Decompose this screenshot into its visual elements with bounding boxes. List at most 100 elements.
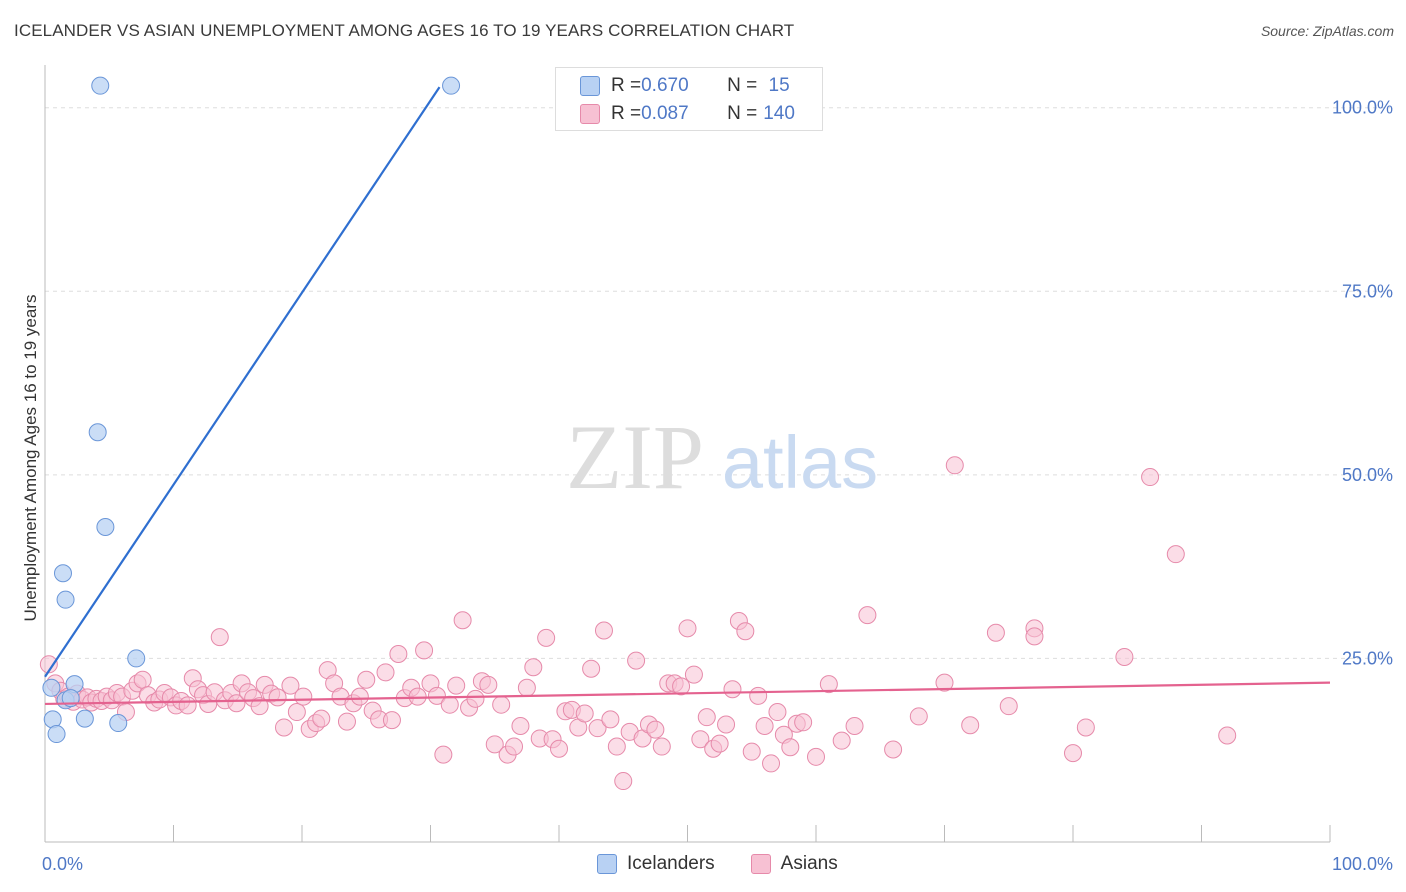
asian-point — [485, 735, 504, 754]
legend-item-icelanders[interactable]: Icelanders — [597, 853, 715, 875]
axes — [44, 65, 1331, 843]
asian-point — [710, 734, 729, 753]
asian-point — [1025, 627, 1044, 646]
asian-point — [178, 696, 197, 715]
asian-point — [517, 678, 536, 697]
legend-row-asians: R = 0.087 N = 140 — [580, 101, 795, 127]
asian-point — [607, 737, 626, 756]
icelander-point — [61, 689, 80, 708]
asian-point — [819, 675, 838, 694]
watermark-zip: ZIP — [566, 406, 704, 508]
asian-point — [723, 680, 742, 699]
asian-point — [227, 694, 246, 713]
asian-point — [999, 697, 1018, 716]
y-tick-label: 25.0% — [1342, 648, 1393, 668]
asian-point — [434, 745, 453, 764]
icelander-point — [47, 725, 66, 744]
asian-point — [511, 716, 530, 735]
asian-point — [1141, 468, 1160, 487]
r-label: R = — [611, 103, 642, 124]
chart-title: ICELANDER VS ASIAN UNEMPLOYMENT AMONG AG… — [14, 21, 795, 40]
asian-point — [582, 659, 601, 678]
asian-point — [492, 695, 511, 714]
asian-point — [1115, 647, 1134, 666]
asian-point — [884, 740, 903, 759]
asian-point — [440, 695, 459, 714]
asians-series — [39, 456, 1237, 791]
n-value: 15 — [763, 75, 790, 96]
asian-point — [337, 712, 356, 731]
asian-point — [250, 697, 269, 716]
asian-point — [768, 703, 787, 722]
y-axis-label: Unemployment Among Ages 16 to 19 years — [21, 295, 40, 622]
asian-point — [550, 739, 568, 758]
asian-point — [588, 719, 607, 738]
asian-point — [755, 716, 774, 735]
asian-point — [466, 689, 485, 708]
icelander-point — [91, 76, 110, 95]
asian-point — [357, 670, 376, 689]
asian-point — [742, 742, 761, 761]
legend-item-asians[interactable]: Asians — [750, 853, 838, 875]
asian-point — [350, 687, 369, 706]
asian-point — [794, 713, 813, 732]
y-tick-label: 100.0% — [1332, 98, 1393, 118]
asian-point — [749, 686, 768, 705]
asian-point — [505, 737, 524, 756]
asian-point — [275, 718, 294, 737]
asian-point — [294, 687, 313, 706]
asian-point — [1218, 726, 1237, 745]
icelander-point — [56, 590, 75, 609]
watermark-atlas: atlas — [722, 421, 878, 504]
asian-point — [614, 772, 633, 791]
asian-point — [961, 716, 980, 735]
asian-point — [312, 709, 331, 728]
asian-point — [678, 619, 697, 638]
y-tick-label: 75.0% — [1342, 281, 1393, 301]
icelanders-series — [42, 76, 461, 744]
series-legend: Icelanders Asians — [597, 852, 874, 876]
asian-point — [652, 737, 671, 756]
asian-point — [736, 622, 755, 641]
asians-legend-label: Asians — [780, 853, 838, 874]
asians-legend-swatch — [750, 854, 771, 874]
icelanders-legend-label: Icelanders — [627, 853, 715, 874]
stats-legend: R = 0.670 N = 15 R = 0.087 N = 140 — [555, 67, 823, 131]
asians-swatch — [580, 104, 600, 124]
asian-point — [415, 641, 434, 660]
asian-point — [537, 628, 556, 647]
asian-point — [697, 708, 716, 727]
icelanders-swatch — [580, 76, 600, 96]
asian-point — [389, 645, 408, 664]
trend-lines — [44, 86, 1331, 706]
asian-point — [382, 711, 401, 730]
asian-point — [807, 747, 825, 766]
asian-point — [845, 716, 864, 735]
asian-point — [646, 720, 665, 739]
asian-point — [691, 730, 710, 749]
legend-row-icelanders: R = 0.670 N = 15 — [580, 73, 790, 99]
tick-labels: 25.0% 50.0% 75.0% 100.0% 0.0% 100.0% — [42, 98, 1393, 874]
asian-point — [935, 673, 954, 692]
icelander-point — [109, 714, 128, 733]
asians-trend-line — [44, 681, 1331, 706]
asian-point — [627, 651, 646, 670]
asian-point — [1166, 545, 1185, 564]
asian-point — [524, 658, 543, 677]
source-credit: Source: ZipAtlas.com — [1260, 23, 1394, 39]
asian-point — [909, 707, 928, 726]
x-tick-label: 100.0% — [1332, 854, 1393, 874]
asian-point — [1076, 718, 1095, 737]
r-value: 0.670 — [641, 75, 689, 96]
icelander-point — [88, 423, 107, 442]
icelanders-trend-line — [44, 86, 441, 678]
asian-point — [832, 731, 851, 750]
icelander-point — [96, 517, 115, 536]
asian-point — [858, 606, 877, 625]
r-label: R = — [611, 75, 642, 96]
asian-point — [762, 754, 781, 773]
asian-point — [684, 665, 703, 684]
icelander-point — [442, 76, 461, 95]
y-tick-label: 50.0% — [1342, 465, 1393, 485]
